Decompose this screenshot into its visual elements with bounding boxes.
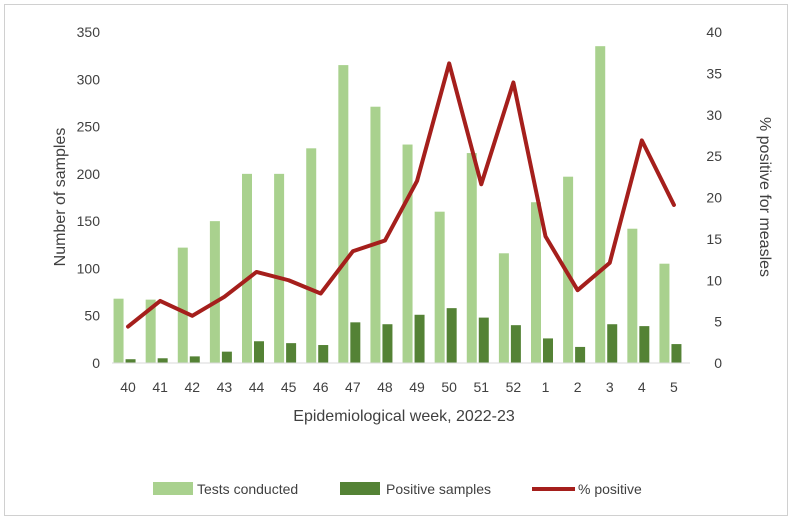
bar-positive-samples-51 xyxy=(478,317,489,363)
x-tick-label-49: 49 xyxy=(409,379,425,395)
bar-tests-conducted-2 xyxy=(563,176,574,363)
y-tick-label: 300 xyxy=(77,71,101,87)
x-tick-label-40: 40 xyxy=(120,379,136,395)
x-tick-label-47: 47 xyxy=(345,379,361,395)
bar-positive-samples-48 xyxy=(382,324,393,363)
bar-positive-samples-42 xyxy=(189,356,200,363)
bar-tests-conducted-50 xyxy=(434,211,445,363)
bar-positive-samples-47 xyxy=(350,322,361,363)
legend-label-positive-samples: Positive samples xyxy=(386,481,491,497)
x-tick-label-3: 3 xyxy=(606,379,614,395)
chart-frame xyxy=(4,4,788,516)
bar-tests-conducted-41 xyxy=(145,299,156,363)
y2-tick-label: 30 xyxy=(706,107,722,123)
y2-axis-title: % positive for measles xyxy=(756,117,773,277)
bar-positive-samples-41 xyxy=(157,358,168,363)
bar-positive-samples-50 xyxy=(446,308,457,363)
x-axis-title: Epidemiological week, 2022-23 xyxy=(293,408,515,425)
x-tick-label-4: 4 xyxy=(638,379,646,395)
x-tick-label-42: 42 xyxy=(184,379,200,395)
x-axis-ticks: 40 41 42 43 44 45 46 47 48 49 50 51 52 1 2 3 4 5 xyxy=(120,379,678,395)
bar-tests-conducted-3 xyxy=(595,46,606,363)
bar-tests-conducted-52 xyxy=(498,253,509,363)
bar-positive-samples-49 xyxy=(414,314,425,363)
x-tick-label-51: 51 xyxy=(473,379,489,395)
y2-tick-label: 25 xyxy=(706,148,722,164)
x-tick-label-1: 1 xyxy=(542,379,550,395)
bar-tests-conducted-44 xyxy=(242,173,252,363)
bar-positive-samples-2 xyxy=(575,346,586,363)
bar-tests-conducted-40 xyxy=(113,298,124,363)
bar-tests-conducted-45 xyxy=(274,173,285,363)
bar-tests-conducted-5 xyxy=(659,263,670,363)
y-axis-ticks: 0 50 100 150 200 250 300 350 xyxy=(77,24,101,371)
x-tick-label-44: 44 xyxy=(249,379,265,395)
y-tick-label: 350 xyxy=(77,24,101,40)
y-axis-title: Number of samples xyxy=(52,128,69,267)
y2-tick-label: 35 xyxy=(706,65,722,81)
bar-positive-samples-45 xyxy=(286,343,297,363)
x-tick-label-46: 46 xyxy=(313,379,329,395)
bar-tests-conducted-43 xyxy=(209,221,220,363)
bar-tests-conducted-48 xyxy=(370,106,381,363)
bar-tests-conducted-51 xyxy=(466,153,477,363)
x-tick-label-45: 45 xyxy=(281,379,297,395)
bar-tests-conducted-49 xyxy=(402,144,413,363)
x-tick-label-48: 48 xyxy=(377,379,393,395)
x-tick-label-52: 52 xyxy=(506,379,522,395)
bar-positive-samples-52 xyxy=(510,325,521,363)
y2-tick-label: 15 xyxy=(706,231,722,247)
bar-positive-samples-5 xyxy=(671,344,682,363)
bar-positive-samples-4 xyxy=(639,326,650,363)
legend-swatch-positive-samples xyxy=(340,482,380,495)
x-tick-label-43: 43 xyxy=(217,379,233,395)
y2-tick-label: 5 xyxy=(714,314,722,330)
bar-tests-conducted-4 xyxy=(627,228,638,363)
y-tick-label: 250 xyxy=(77,119,101,135)
bars-layer xyxy=(113,46,682,363)
y-tick-label: 0 xyxy=(92,355,100,371)
bar-positive-samples-40 xyxy=(125,359,136,363)
legend: Tests conducted Positive samples % posit… xyxy=(153,481,642,497)
y-tick-label: 200 xyxy=(77,166,101,182)
bar-tests-conducted-42 xyxy=(177,247,188,363)
y-tick-label: 150 xyxy=(77,213,101,229)
y2-tick-label: 40 xyxy=(706,24,722,40)
y-tick-label: 100 xyxy=(77,260,101,276)
legend-swatch-tests-conducted xyxy=(153,482,193,495)
x-tick-label-5: 5 xyxy=(670,379,678,395)
bar-tests-conducted-47 xyxy=(338,65,349,363)
y2-tick-label: 10 xyxy=(706,272,722,288)
bar-positive-samples-44 xyxy=(254,341,264,363)
x-tick-label-50: 50 xyxy=(441,379,457,395)
line-layer xyxy=(126,61,676,329)
bar-positive-samples-1 xyxy=(543,338,553,363)
legend-label-tests-conducted: Tests conducted xyxy=(197,481,298,497)
y2-tick-label: 0 xyxy=(714,355,722,371)
bar-positive-samples-43 xyxy=(221,351,232,363)
bar-tests-conducted-46 xyxy=(306,148,317,363)
line-percent-positive xyxy=(126,61,676,329)
x-tick-label-2: 2 xyxy=(574,379,582,395)
y2-tick-label: 20 xyxy=(706,190,722,206)
legend-label-percent-positive: % positive xyxy=(578,481,642,497)
bar-positive-samples-46 xyxy=(318,345,329,363)
bar-positive-samples-3 xyxy=(607,324,618,363)
y2-axis-ticks: 0 5 10 15 20 25 30 35 40 xyxy=(706,24,722,371)
y-tick-label: 50 xyxy=(84,308,100,324)
bar-tests-conducted-1 xyxy=(531,202,541,363)
x-tick-label-41: 41 xyxy=(152,379,168,395)
